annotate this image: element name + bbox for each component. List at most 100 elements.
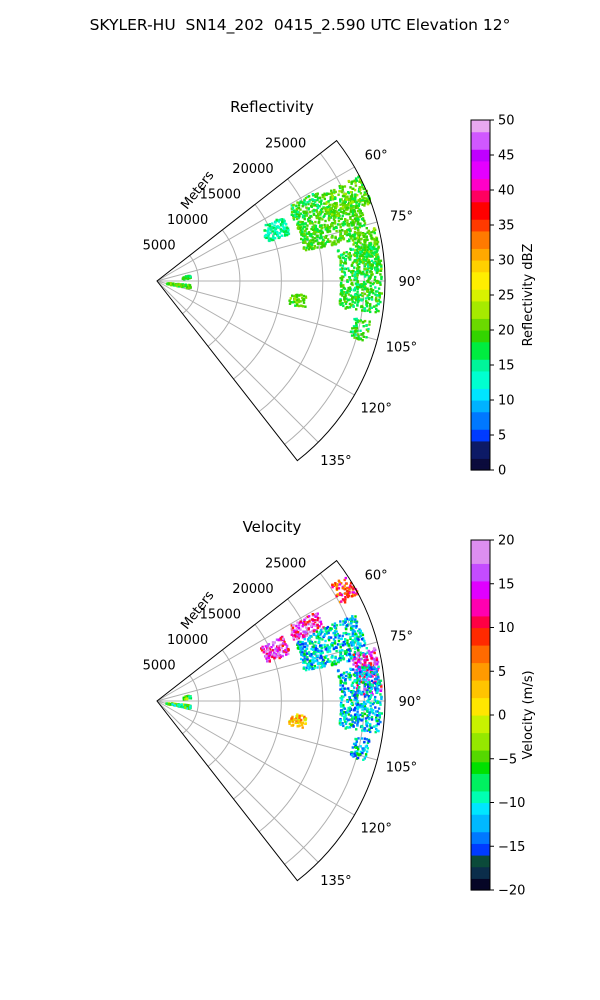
- echo-gate: [354, 716, 357, 719]
- echo-gate: [370, 710, 374, 713]
- echo-gate: [320, 199, 323, 202]
- echo-gate: [297, 204, 301, 207]
- echo-gate: [335, 634, 339, 637]
- echo-gate: [348, 707, 351, 711]
- echo-gate: [356, 283, 359, 286]
- echo-gate: [317, 661, 320, 665]
- echo-gate: [304, 203, 308, 206]
- echo-gate: [296, 211, 300, 214]
- echo-gate: [347, 706, 350, 710]
- echo-gate: [337, 249, 340, 252]
- echo-gate: [363, 224, 366, 227]
- echo-gate: [298, 724, 301, 727]
- echo-gate: [295, 717, 298, 720]
- echo-gate: [362, 196, 365, 200]
- echo-gate: [331, 204, 334, 207]
- echo-gate: [356, 320, 359, 324]
- echo-gate: [307, 668, 311, 671]
- echo-gate: [347, 594, 351, 597]
- echo-gate: [365, 336, 368, 339]
- echo-gate: [349, 294, 353, 297]
- echo-gate: [349, 202, 352, 205]
- echo-gate: [268, 224, 272, 228]
- echo-gate: [352, 585, 355, 589]
- echo-gate: [355, 214, 358, 218]
- echo-gate: [357, 660, 360, 663]
- echo-gate: [369, 666, 372, 669]
- echo-gate: [368, 247, 371, 251]
- colorbar-segment: [471, 271, 490, 279]
- echo-gate: [353, 188, 357, 192]
- echo-gate: [358, 257, 361, 261]
- echo-gate: [295, 720, 298, 723]
- echo-gate: [365, 235, 368, 238]
- echo-gate: [329, 207, 332, 210]
- echo-gate: [325, 193, 328, 197]
- colorbar-segment: [471, 405, 490, 413]
- echo-gate: [351, 193, 354, 197]
- echo-gate: [369, 675, 372, 678]
- echo-gate: [338, 649, 341, 652]
- echo-region: [349, 737, 371, 761]
- echo-gate: [348, 230, 352, 233]
- echo-gate: [370, 234, 373, 237]
- echo-gate: [360, 737, 364, 740]
- echo-gate: [361, 198, 365, 202]
- echo-gate: [323, 207, 326, 210]
- echo-gate: [360, 670, 364, 673]
- echo-gate: [284, 648, 287, 652]
- echo-gate: [354, 227, 357, 231]
- echo-gate: [353, 293, 357, 297]
- colorbar-segment: [471, 662, 490, 669]
- echo-gate: [328, 227, 331, 230]
- colorbar-segment: [471, 149, 490, 156]
- echo-gate: [331, 213, 334, 216]
- echo-gate: [360, 224, 363, 228]
- echo-gate: [356, 694, 359, 697]
- echo-gate: [294, 211, 297, 214]
- echo-gate: [349, 637, 352, 640]
- echo-gate: [327, 648, 330, 652]
- echo-gate: [340, 690, 344, 693]
- colorbar-segment: [471, 260, 490, 267]
- echo-gate: [373, 681, 376, 685]
- echo-gate: [367, 278, 370, 282]
- echo-gate: [312, 202, 315, 206]
- echo-gate: [344, 576, 347, 580]
- echo-gate: [357, 245, 361, 249]
- echo-gate: [351, 717, 354, 720]
- echo-gate: [176, 284, 179, 287]
- echo-gate: [380, 697, 383, 701]
- echo-gate: [327, 660, 331, 663]
- echo-gate: [380, 685, 383, 688]
- echo-gate: [370, 673, 373, 676]
- echo-gate: [316, 203, 319, 207]
- echo-gate: [345, 671, 348, 674]
- colorbar-segment: [471, 195, 490, 203]
- echo-gate: [339, 623, 342, 626]
- echo-gate: [269, 653, 272, 657]
- echo-gate: [316, 623, 319, 627]
- echo-gate: [373, 266, 377, 269]
- echo-gate: [318, 196, 322, 199]
- echo-gate: [351, 210, 354, 213]
- echo-gate: [380, 275, 383, 279]
- echo-gate: [369, 664, 372, 667]
- echo-gate: [365, 324, 368, 327]
- echo-gate: [301, 214, 305, 217]
- echo-gate: [292, 636, 295, 640]
- echo-gate: [304, 631, 308, 635]
- colorbar-segment: [471, 592, 490, 599]
- echo-gate: [363, 740, 366, 744]
- echo-gate: [370, 667, 374, 670]
- echo-gate: [343, 707, 347, 710]
- echo-gate: [376, 686, 379, 690]
- echo-gate: [345, 582, 348, 585]
- echo-gate: [282, 227, 285, 231]
- echo-gate: [339, 676, 342, 680]
- echo-gate: [352, 755, 355, 758]
- echo-gate: [356, 304, 359, 307]
- echo-gate: [361, 725, 364, 729]
- echo-gate: [338, 223, 341, 226]
